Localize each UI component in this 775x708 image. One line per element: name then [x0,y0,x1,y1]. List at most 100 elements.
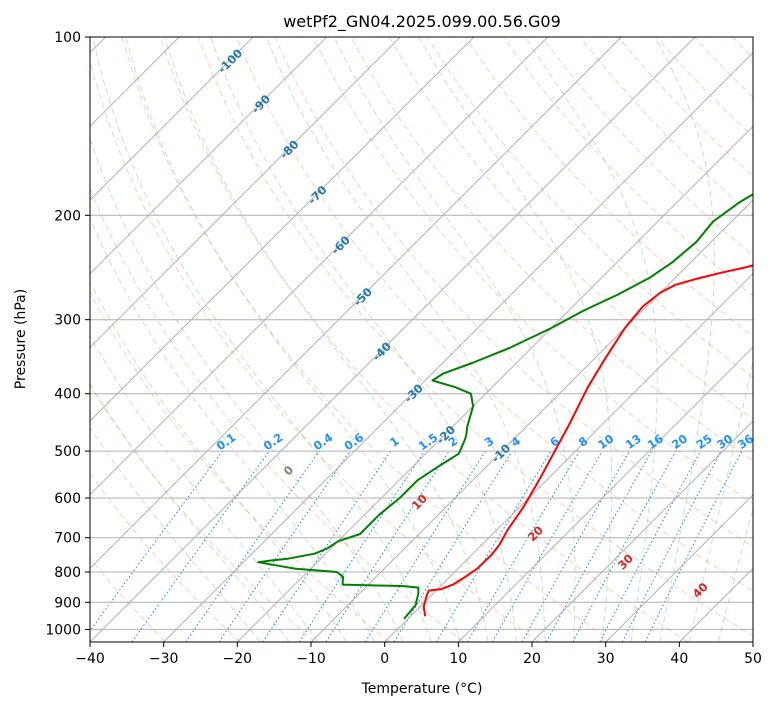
mixing-ratio-line [435,450,552,642]
dry-adiabat-line [693,37,753,98]
moist-adiabat-label: 20 [525,523,546,544]
mixing-ratio-line [131,450,270,642]
isotherm-line [457,346,753,642]
mixing-ratio-line [218,450,351,642]
dewpoint-profile-line [257,193,753,620]
mixing-ratio-label: 30 [714,431,735,452]
moist-adiabat-line [265,37,546,642]
x-tick-label: −40 [75,651,105,667]
dry-adiabat-line [274,37,753,548]
mixing-ratio-label: 0.6 [341,430,366,453]
isotherm-line [90,37,328,275]
moist-adiabat-line [90,137,404,642]
isotherm-line [90,37,254,201]
mixing-ratio-line [521,450,630,642]
y-tick-label: 500 [54,444,81,460]
mixing-ratio-line [262,450,392,642]
dry-adiabat-line [197,37,753,637]
dry-adiabat-line [90,384,316,642]
pressure-gridlines [90,37,753,630]
x-tick-label: −10 [296,651,326,667]
moist-adiabat-line [654,37,715,642]
mixing-ratio-lines [90,450,743,642]
isotherm-line [163,51,753,642]
x-axis-ticks: −40 −30 −20 −10 0 10 20 30 40 50 [75,642,762,667]
dry-adiabat-line [617,37,753,177]
profile-series [257,193,753,620]
y-tick-label: 200 [54,208,81,224]
isotherm-label: -30 [401,381,426,406]
y-tick-label: 1000 [45,622,81,638]
moist-adiabat-label: 10 [409,491,430,512]
moist-adiabat-line [90,216,376,642]
dry-adiabat-line [312,37,753,505]
dry-adiabat-line [90,291,390,642]
isotherm-line [678,567,753,642]
moist-adiabat-line [90,426,261,642]
isotherm-label: -90 [249,92,274,117]
y-axis-label: Pressure (hPa) [13,289,29,389]
x-tick-label: 0 [380,651,389,667]
dry-adiabat-line [758,24,775,642]
isotherm-line [90,37,696,642]
mixing-ratio-label: 1 [387,434,402,450]
x-tick-label: 10 [449,651,467,667]
dry-adiabat-line [90,59,540,642]
dry-adiabat-line [90,472,241,642]
mixing-ratio-line [644,450,743,642]
y-tick-label: 300 [54,313,81,329]
dry-adiabat-line [579,37,753,217]
mixing-ratio-label: 8 [576,434,591,450]
y-tick-label: 400 [54,387,81,403]
mixing-ratio-label: 16 [645,431,666,452]
overlay-labels: -100-90-80-70-60-50-40-30-20-100.1 0.2 0.4… [214,46,756,601]
moist-adiabat-line [164,37,489,642]
moist-adiabat-line [125,37,461,642]
x-tick-label: −30 [149,651,179,667]
mixing-ratio-label: 25 [694,431,715,452]
moist-adiabat-line [333,37,576,642]
isotherm-line [605,493,753,642]
isotherm-label: -60 [328,233,353,258]
mixing-ratio-label: 20 [669,431,690,452]
mixing-ratio-line [325,450,450,642]
moist-adiabat-line [90,382,290,642]
moist-adiabats [90,37,753,642]
moist-adiabat-line [210,37,517,642]
dry-adiabat-line [503,37,753,297]
isotherm-line [310,199,753,642]
mixing-ratio-line [572,450,677,642]
mixing-ratio-label: 4 [508,434,523,450]
y-axis-ticks: 1000 900 800 700 600 500 400 300 200 100 [45,30,90,638]
x-axis-label: Temperature (°C) [361,681,483,697]
x-tick-label: 40 [670,651,688,667]
moist-adiabat-line [90,280,347,642]
isotherm-label: -70 [305,183,330,208]
chart-title: wetPf2_GN04.2025.099.00.56.G09 [283,12,561,32]
dry-adiabat-line [236,37,753,592]
mixing-ratio-label: 10 [595,431,616,452]
moist-adiabat-label: 30 [615,551,636,572]
isotherm-line [90,37,622,570]
isotherm-line [90,37,549,496]
isotherm-line [90,37,401,349]
dry-adiabat-line [541,37,753,257]
x-tick-label: 30 [597,651,615,667]
y-tick-label: 900 [54,595,81,611]
moist-adiabat-line [688,358,753,642]
mixing-ratio-label: 36 [735,431,756,452]
mixing-ratio-line [599,450,701,642]
mixing-ratio-line [90,450,223,632]
x-tick-label: 50 [744,651,762,667]
moist-adiabat-line [524,37,658,642]
mixing-ratio-line [545,450,653,642]
mixing-ratio-line [298,450,425,642]
plot-area: -100-90-80-70-60-50-40-30-20-100.1 0.2 0.4… [90,24,775,642]
mixing-ratio-line [185,450,320,642]
y-tick-label: 800 [54,565,81,581]
temperature-profile-line [422,264,753,617]
moist-adiabat-line [90,334,319,642]
y-tick-label: 600 [54,491,81,507]
